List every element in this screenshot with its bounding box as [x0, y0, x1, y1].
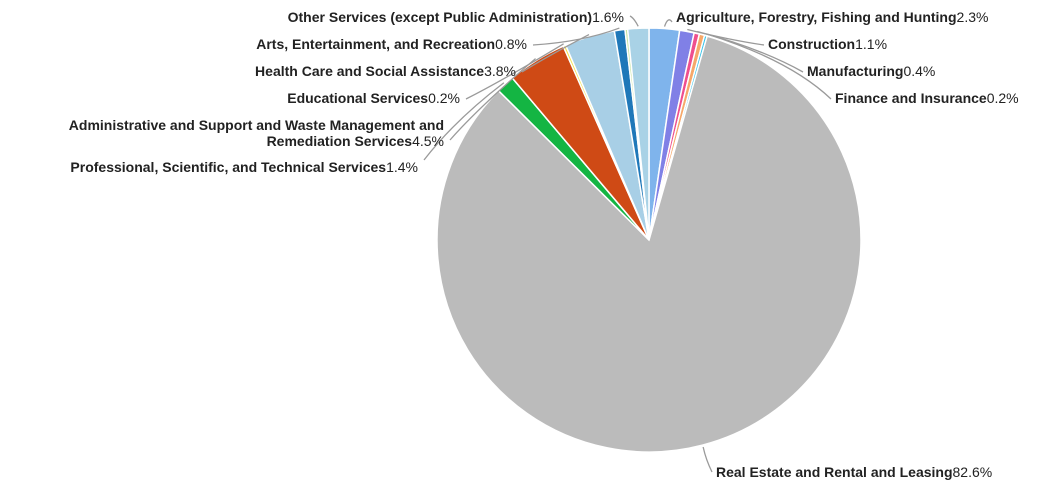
slice-label-professional-scientific-and-technical-services: Professional, Scientific, and Technical … [70, 159, 418, 175]
leader-line-other-services-except-public-administration [629, 15, 639, 27]
slice-label-percent: 0.4% [903, 63, 935, 79]
leader-line-arts-entertainment-and-recreation [532, 27, 620, 46]
slice-label-arts-entertainment-and-recreation: Arts, Entertainment, and Recreation0.8% [256, 36, 527, 52]
leader-line-educational-services [465, 43, 564, 100]
slice-label-percent: 1.4% [386, 159, 418, 175]
leader-line-agriculture-forestry-fishing-and-hunting [663, 19, 673, 27]
pie-slice-other-services-except-public-administration [626, 27, 650, 241]
slice-label-category: Finance and Insurance [835, 90, 987, 106]
slice-label-category: Educational Services [287, 90, 428, 106]
slice-label-percent: 0.8% [495, 36, 527, 52]
slice-label-administrative-and-support-and-waste-management-and-remediation-services: Administrative and Support and Waste Man… [69, 117, 444, 149]
slice-label-agriculture-forestry-fishing-and-hunting: Agriculture, Forestry, Fishing and Hunti… [676, 9, 988, 25]
slice-label-category: Other Services (except Public Administra… [288, 9, 592, 25]
slice-label-percent: 0.2% [428, 90, 460, 106]
leader-line-construction [687, 28, 765, 46]
slice-label-category: Real Estate and Rental and Leasing [716, 464, 953, 480]
slice-label-educational-services: Educational Services0.2% [287, 90, 460, 106]
leader-line-real-estate-and-rental-and-leasing [702, 446, 713, 473]
slice-label-health-care-and-social-assistance: Health Care and Social Assistance3.8% [255, 63, 516, 79]
slice-label-category: Manufacturing [807, 63, 903, 79]
slice-label-manufacturing: Manufacturing0.4% [807, 63, 935, 79]
slice-label-percent: 3.8% [484, 63, 516, 79]
slice-label-percent: 0.2% [987, 90, 1019, 106]
pie-slices [436, 27, 862, 453]
slice-label-percent: 1.6% [592, 9, 624, 25]
slice-label-category: Health Care and Social Assistance [255, 63, 484, 79]
leader-line-administrative-and-support-and-waste-management-and-remediation-services [449, 58, 536, 141]
pie-slice-real-estate-and-rental-and-leasing [436, 35, 862, 453]
leader-line-professional-scientific-and-technical-services [423, 82, 505, 161]
slice-label-category: Professional, Scientific, and Technical … [70, 159, 386, 175]
slice-label-category: Administrative and Support and Waste Man… [69, 117, 444, 133]
slice-label-construction: Construction1.1% [768, 36, 887, 52]
slice-label-category: Construction [768, 36, 855, 52]
slice-label-real-estate-and-rental-and-leasing: Real Estate and Rental and Leasing82.6% [716, 464, 992, 480]
slice-label-category: Arts, Entertainment, and Recreation [256, 36, 495, 52]
leader-lines [423, 15, 832, 473]
slice-label-percent: 82.6% [953, 464, 993, 480]
slice-label-category: Agriculture, Forestry, Fishing and Hunti… [676, 9, 957, 25]
slice-label-other-services-except-public-administration: Other Services (except Public Administra… [288, 9, 624, 25]
slice-label-percent: 2.3% [957, 9, 989, 25]
slice-label-finance-and-insurance: Finance and Insurance0.2% [835, 90, 1019, 106]
leader-line-finance-and-insurance [706, 33, 832, 100]
slice-label-percent: 1.1% [855, 36, 887, 52]
slice-label-category: Remediation Services [267, 133, 413, 149]
slice-labels: Agriculture, Forestry, Fishing and Hunti… [69, 9, 1019, 480]
slice-label-percent: 4.5% [412, 133, 444, 149]
